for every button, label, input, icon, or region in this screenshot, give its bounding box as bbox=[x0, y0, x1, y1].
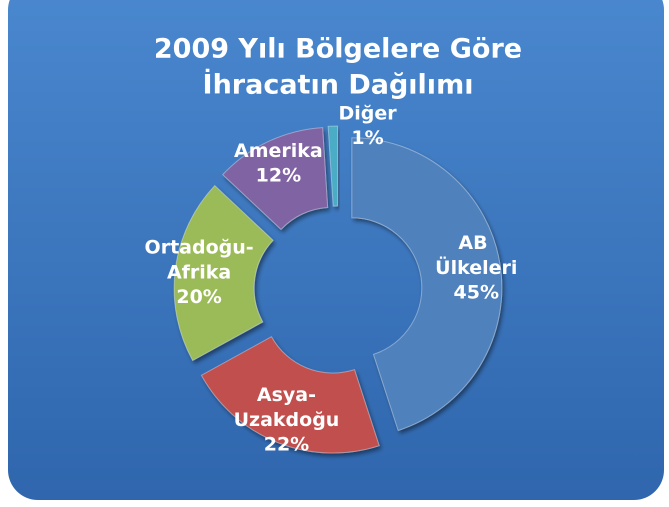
slice bbox=[200, 336, 380, 454]
value-label: 45% bbox=[454, 282, 499, 304]
slice-label: Asya-Uzakdoğu bbox=[234, 384, 340, 431]
slice-label: AB Ülkeleri bbox=[435, 232, 517, 279]
slice bbox=[221, 127, 329, 231]
slice-label: Diğer bbox=[338, 102, 397, 124]
slice-label: Ortadoğu-Afrika bbox=[145, 236, 254, 283]
value-label: 12% bbox=[256, 164, 301, 186]
slice bbox=[351, 137, 503, 432]
chart-title: İhracatın Dağılımı bbox=[203, 69, 474, 101]
slice bbox=[173, 184, 274, 362]
value-label: 1% bbox=[351, 127, 383, 149]
value-label: 20% bbox=[176, 286, 221, 308]
slice-label: Amerika bbox=[234, 139, 323, 161]
slice bbox=[327, 125, 339, 207]
value-label: 22% bbox=[264, 434, 309, 456]
chart-title: 2009 Yılı Bölgelere Göre bbox=[154, 34, 522, 65]
panel bbox=[8, 0, 664, 500]
